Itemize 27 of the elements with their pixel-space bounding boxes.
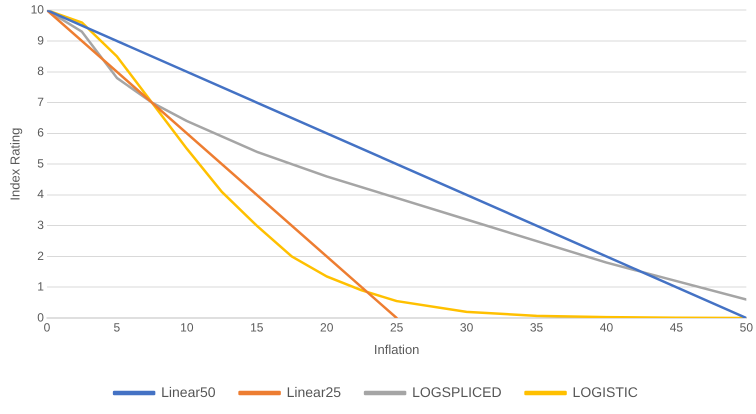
y-tick-label: 10 bbox=[30, 2, 44, 17]
x-tick-label: 10 bbox=[180, 320, 194, 335]
x-tick-label: 50 bbox=[740, 320, 754, 335]
y-tick-label: 8 bbox=[37, 64, 44, 78]
legend-label: LOGISTIC bbox=[572, 384, 638, 400]
x-tick-label: 45 bbox=[670, 320, 684, 335]
y-tick-label: 0 bbox=[37, 310, 44, 324]
y-tick-label: 1 bbox=[37, 280, 44, 294]
x-tick-label: 15 bbox=[250, 320, 264, 335]
y-tick-label: 5 bbox=[37, 156, 44, 170]
y-tick-label: 4 bbox=[37, 187, 44, 202]
y-tick-label: 7 bbox=[37, 94, 44, 109]
x-tick-label: 40 bbox=[600, 320, 614, 335]
x-tick-label: 30 bbox=[460, 320, 474, 335]
x-tick-label: 35 bbox=[530, 320, 544, 335]
x-tick-label: 20 bbox=[320, 320, 334, 335]
y-tick-label: 3 bbox=[37, 218, 44, 232]
y-tick-label: 6 bbox=[37, 126, 44, 140]
y-axis-title: Index Rating bbox=[7, 128, 22, 201]
legend-label: Linear50 bbox=[161, 384, 216, 400]
legend-label: Linear25 bbox=[286, 384, 342, 400]
x-tick-label: 25 bbox=[390, 320, 404, 335]
y-tick-label: 2 bbox=[37, 248, 44, 263]
y-tick-label: 9 bbox=[37, 33, 44, 48]
legend-label: LOGSPLICED bbox=[412, 384, 502, 400]
x-axis-title: Inflation bbox=[374, 342, 420, 357]
x-tick-label: 5 bbox=[114, 320, 121, 335]
